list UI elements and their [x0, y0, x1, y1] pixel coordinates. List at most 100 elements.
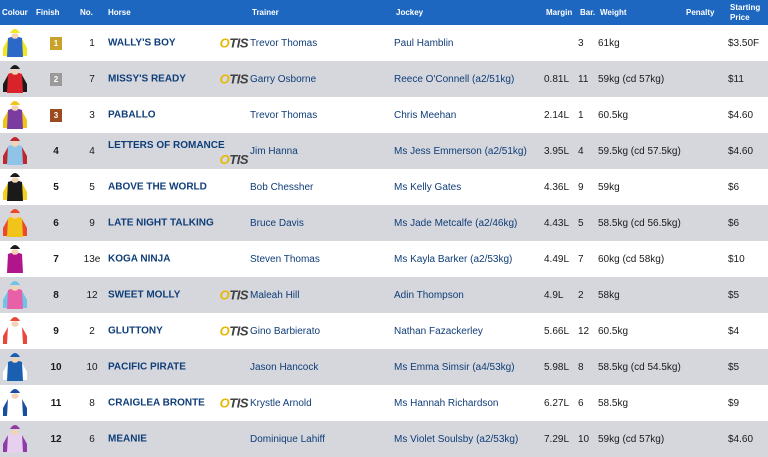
horse-name[interactable]: WALLY'S BOY [108, 37, 176, 49]
jockey-name[interactable]: Ms Violet Soulsby (a2/53kg) [394, 433, 519, 445]
jockey-silk-icon [3, 137, 27, 165]
table-row: 10 10 PACIFIC PIRATE Jason Hancock Ms Em… [0, 349, 768, 385]
trainer-name[interactable]: Jason Hancock [250, 361, 319, 373]
silk-cell [0, 133, 34, 169]
jockey-name[interactable]: Ms Emma Simsir (a4/53kg) [394, 361, 515, 373]
saddle-number: 7 [89, 73, 95, 85]
horse-name[interactable]: PABALLO [108, 109, 156, 121]
silk-cell [0, 169, 34, 205]
otis-icon: OTIS [219, 35, 249, 51]
margin-value: 2.14L [544, 109, 570, 121]
weight-value: 60kg (cd 58kg) [598, 253, 665, 265]
margin-value: 5.98L [544, 361, 570, 373]
starting-price: $9 [728, 397, 740, 409]
trainer-name[interactable]: Bob Chessher [250, 181, 314, 193]
finish-badge: 9 [53, 325, 59, 337]
header-weight: Weight [600, 7, 627, 17]
header-jockey: Jockey [396, 7, 424, 17]
horse-cell-inner: PACIFIC PIRATE [106, 349, 250, 385]
table-row: 11 8 CRAIGLEA BRONTE OTIS Krystle Arnold… [0, 385, 768, 421]
penalty-value [684, 25, 728, 61]
jockey-silk-icon [3, 281, 27, 309]
barrier-value: 3 [578, 37, 584, 49]
horse-name[interactable]: MEANIE [108, 433, 147, 445]
weight-value: 58.5kg (cd 54.5kg) [598, 361, 681, 373]
horse-name-cell: MEANIE [106, 421, 250, 457]
horse-name[interactable]: SWEET MOLLY [108, 289, 181, 301]
silk-cell [0, 205, 34, 241]
trainer-name[interactable]: Dominique Lahiff [250, 433, 325, 445]
silk-cell [0, 25, 34, 61]
starting-price: $6 [728, 181, 740, 193]
horse-name[interactable]: ABOVE THE WORLD [108, 181, 207, 193]
weight-value: 59.5kg (cd 57.5kg) [598, 145, 681, 157]
jockey-name[interactable]: Ms Kayla Barker (a2/53kg) [394, 253, 513, 265]
jockey-silk-icon [3, 173, 27, 201]
starting-price: $5 [728, 361, 740, 373]
penalty-value [684, 241, 728, 277]
margin-value [544, 25, 578, 61]
trainer-name[interactable]: Bruce Davis [250, 217, 304, 229]
weight-value: 59kg [598, 181, 620, 193]
horse-cell-inner: LETTERS OF ROMANCE OTIS [106, 133, 250, 169]
horse-cell-inner: KOGA NINJA [106, 241, 250, 277]
header-barrier: Bar. [580, 7, 596, 17]
finish-cell: 5 [34, 169, 78, 205]
margin-value: 4.9L [544, 289, 564, 301]
finish-badge: 10 [50, 361, 62, 373]
jockey-name[interactable]: Reece O'Connell (a2/51kg) [394, 73, 515, 85]
jockey-name[interactable]: Ms Jess Emmerson (a2/51kg) [394, 145, 527, 157]
table-row: 8 12 SWEET MOLLY OTIS Maleah Hill Adin T… [0, 277, 768, 313]
jockey-name[interactable]: Ms Hannah Richardson [394, 397, 499, 409]
horse-name[interactable]: KOGA NINJA [108, 253, 171, 265]
jockey-name[interactable]: Nathan Fazackerley [394, 325, 483, 337]
horse-cell-inner: PABALLO [106, 97, 250, 133]
weight-value: 59kg (cd 57kg) [598, 73, 665, 85]
jockey-silk-icon [3, 29, 27, 57]
horse-name[interactable]: LATE NIGHT TALKING [108, 217, 214, 229]
horse-cell-inner: ABOVE THE WORLD [106, 169, 250, 205]
horse-name-cell: LATE NIGHT TALKING [106, 205, 250, 241]
margin-value: 4.49L [544, 253, 570, 265]
table-row: 7 13e KOGA NINJA Steven Thomas Ms Kayla … [0, 241, 768, 277]
penalty-value [684, 313, 728, 349]
jockey-name[interactable]: Chris Meehan [394, 109, 457, 121]
jockey-name[interactable]: Paul Hamblin [394, 37, 454, 49]
jockey-name[interactable]: Adin Thompson [394, 289, 464, 301]
trainer-name[interactable]: Maleah Hill [250, 289, 300, 301]
horse-cell-inner: CRAIGLEA BRONTE OTIS [106, 385, 250, 421]
saddle-number: 8 [89, 397, 95, 409]
trainer-name[interactable]: Steven Thomas [250, 253, 320, 265]
horse-cell-inner: MEANIE [106, 421, 250, 457]
barrier-value: 11 [578, 73, 589, 85]
trainer-name[interactable]: Trevor Thomas [250, 109, 318, 121]
trainer-name[interactable]: Garry Osborne [250, 73, 317, 85]
horse-name[interactable]: LETTERS OF ROMANCE [108, 140, 225, 151]
jockey-name[interactable]: Ms Kelly Gates [394, 181, 462, 193]
horse-name-cell: ABOVE THE WORLD [106, 169, 250, 205]
header-finish: Finish [36, 7, 60, 17]
barrier-value: 10 [578, 433, 590, 445]
margin-value: 4.43L [544, 217, 570, 229]
finish-cell: 10 [34, 349, 78, 385]
starting-price: $4 [728, 325, 740, 337]
horse-name[interactable]: CRAIGLEA BRONTE [108, 397, 205, 409]
horse-name-cell: CRAIGLEA BRONTE OTIS [106, 385, 250, 421]
otis-icon: OTIS [219, 287, 249, 303]
header-starting-price: Starting Price [730, 2, 761, 22]
trainer-name[interactable]: Krystle Arnold [250, 397, 312, 409]
table-row: 12 6 MEANIE Dominique Lahiff Ms Violet S… [0, 421, 768, 457]
trainer-name[interactable]: Trevor Thomas [250, 37, 318, 49]
jockey-name[interactable]: Ms Jade Metcalfe (a2/46kg) [394, 217, 518, 229]
horse-name[interactable]: GLUTTONY [108, 325, 163, 337]
header-colour: Colour [2, 7, 28, 17]
trainer-name[interactable]: Jim Hanna [250, 145, 298, 157]
finish-cell: 3 [34, 97, 78, 133]
finish-badge: 7 [53, 253, 59, 265]
horse-name[interactable]: MISSY'S READY [108, 73, 186, 85]
trainer-name[interactable]: Gino Barbierato [250, 325, 321, 337]
penalty-value [684, 421, 728, 457]
barrier-value: 5 [578, 217, 584, 229]
horse-name[interactable]: PACIFIC PIRATE [108, 361, 186, 373]
barrier-value: 8 [578, 361, 584, 373]
